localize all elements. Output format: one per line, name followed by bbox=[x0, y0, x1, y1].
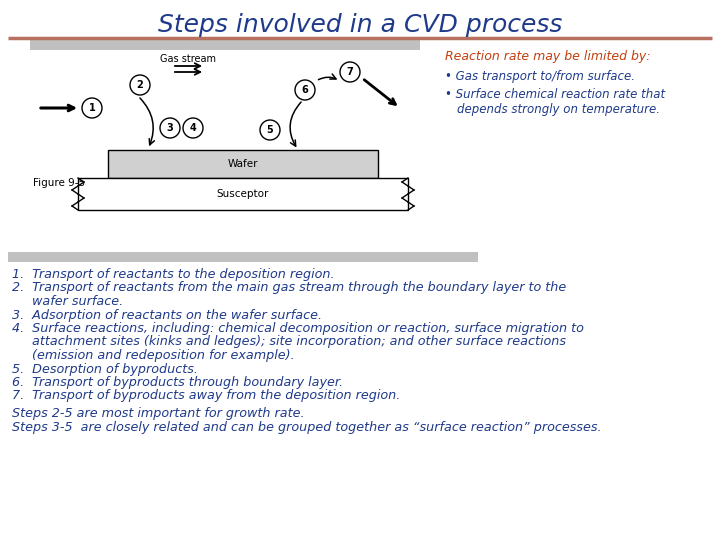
Circle shape bbox=[130, 75, 150, 95]
Bar bbox=[8, 252, 478, 262]
Text: depends strongly on temperature.: depends strongly on temperature. bbox=[457, 103, 660, 116]
Text: wafer surface.: wafer surface. bbox=[12, 295, 123, 308]
Circle shape bbox=[183, 118, 203, 138]
Bar bbox=[30, 40, 420, 50]
Text: Susceptor: Susceptor bbox=[217, 189, 269, 199]
Text: Steps involved in a CVD process: Steps involved in a CVD process bbox=[158, 13, 562, 37]
Text: 4.  Surface reactions, including: chemical decomposition or reaction, surface mi: 4. Surface reactions, including: chemica… bbox=[12, 322, 584, 335]
Text: 4: 4 bbox=[189, 123, 197, 133]
Text: Figure 9-5: Figure 9-5 bbox=[33, 178, 85, 188]
Text: Gas stream: Gas stream bbox=[160, 54, 216, 64]
Text: 3.  Adsorption of reactants on the wafer surface.: 3. Adsorption of reactants on the wafer … bbox=[12, 308, 322, 321]
Text: Wafer: Wafer bbox=[228, 159, 258, 169]
Circle shape bbox=[295, 80, 315, 100]
Text: • Gas transport to/from surface.: • Gas transport to/from surface. bbox=[445, 70, 635, 83]
Circle shape bbox=[160, 118, 180, 138]
Circle shape bbox=[340, 62, 360, 82]
Text: attachment sites (kinks and ledges); site incorporation; and other surface react: attachment sites (kinks and ledges); sit… bbox=[12, 335, 566, 348]
Text: 6: 6 bbox=[302, 85, 308, 95]
Text: 2: 2 bbox=[137, 80, 143, 90]
Text: 3: 3 bbox=[166, 123, 174, 133]
Text: 1: 1 bbox=[89, 103, 95, 113]
Circle shape bbox=[260, 120, 280, 140]
Bar bbox=[78, 178, 408, 210]
Text: Reaction rate may be limited by:: Reaction rate may be limited by: bbox=[445, 50, 650, 63]
Text: 5: 5 bbox=[266, 125, 274, 135]
Text: Steps 2-5 are most important for growth rate.: Steps 2-5 are most important for growth … bbox=[12, 407, 305, 420]
Text: (emission and redeposition for example).: (emission and redeposition for example). bbox=[12, 349, 294, 362]
Circle shape bbox=[82, 98, 102, 118]
Text: • Surface chemical reaction rate that: • Surface chemical reaction rate that bbox=[445, 88, 665, 101]
Text: 7: 7 bbox=[346, 67, 354, 77]
Text: 1.  Transport of reactants to the deposition region.: 1. Transport of reactants to the deposit… bbox=[12, 268, 335, 281]
Text: 5.  Desorption of byproducts.: 5. Desorption of byproducts. bbox=[12, 362, 198, 375]
Text: 7.  Transport of byproducts away from the deposition region.: 7. Transport of byproducts away from the… bbox=[12, 389, 400, 402]
Text: 6.  Transport of byproducts through boundary layer.: 6. Transport of byproducts through bound… bbox=[12, 376, 343, 389]
Text: Steps 3-5  are closely related and can be grouped together as “surface reaction”: Steps 3-5 are closely related and can be… bbox=[12, 421, 601, 434]
Text: 2.  Transport of reactants from the main gas stream through the boundary layer t: 2. Transport of reactants from the main … bbox=[12, 281, 566, 294]
Bar bbox=[108, 150, 378, 178]
